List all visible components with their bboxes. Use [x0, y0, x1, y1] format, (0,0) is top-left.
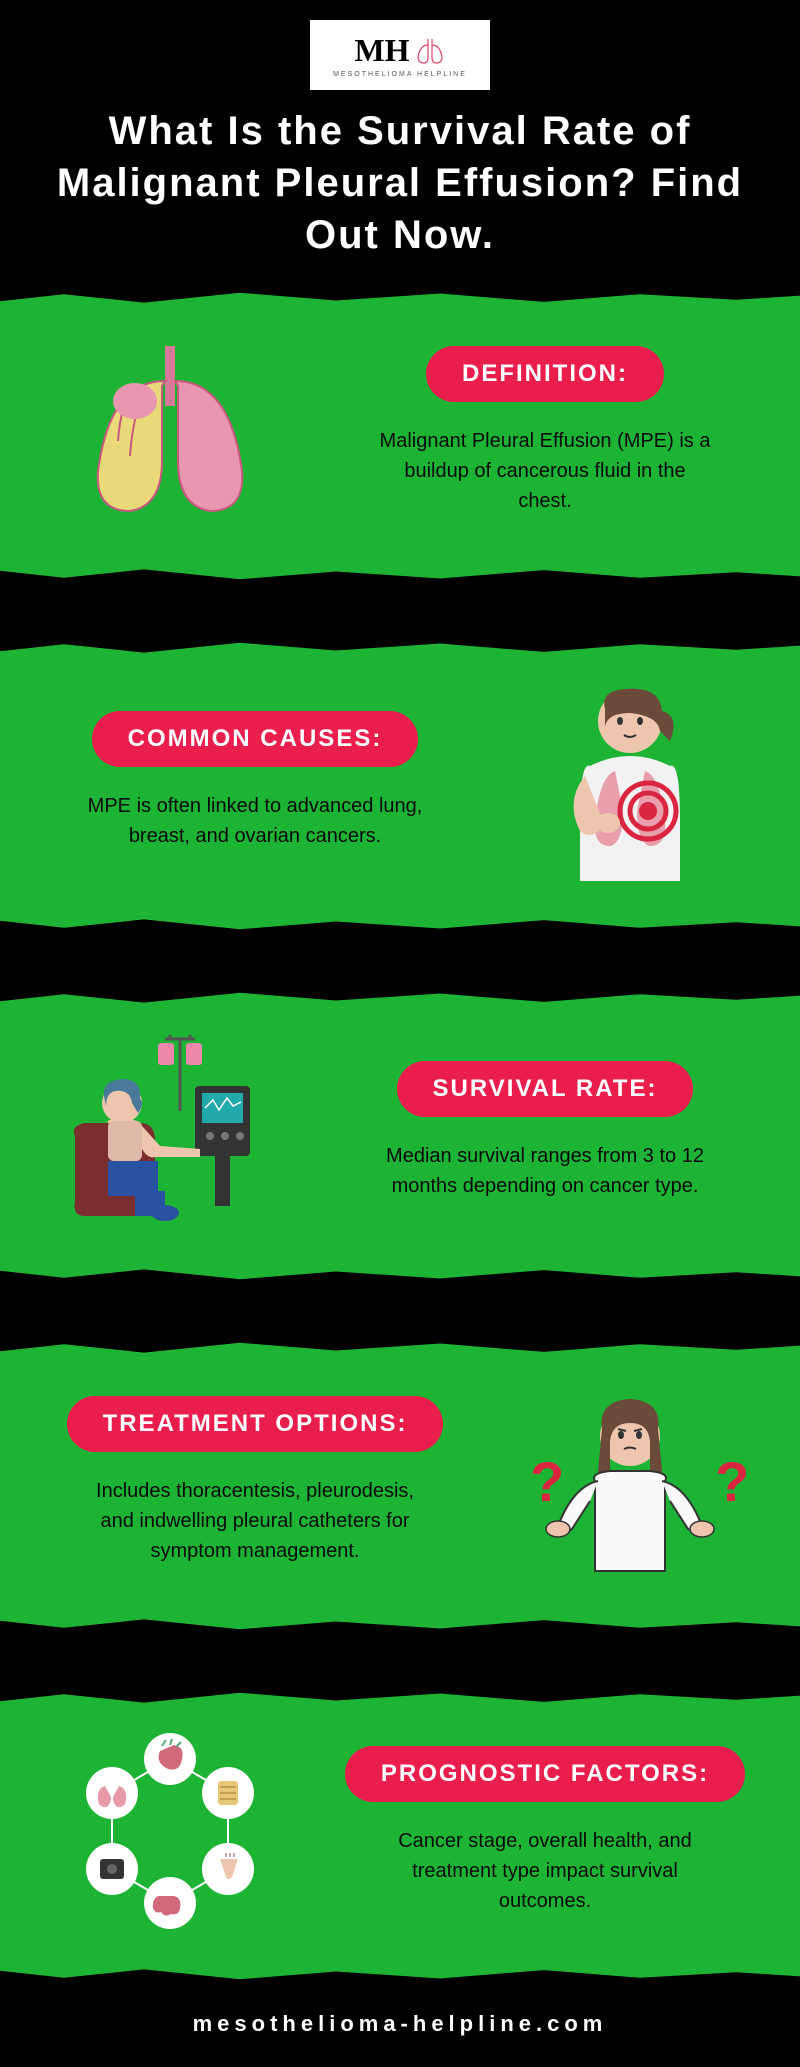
section-treatment: ? ? TREATMENT OPTIONS: Includes thoracen…: [0, 1341, 800, 1631]
logo: MH MESOTHELIOMA HELPLINE: [310, 20, 490, 90]
section-survival: SURVIVAL RATE: Median survival ranges fr…: [0, 991, 800, 1281]
svg-text:?: ?: [530, 1450, 564, 1513]
section-body: Malignant Pleural Effusion (MPE) is a bu…: [375, 426, 715, 516]
section-causes: COMMON CAUSES: MPE is often linked to ad…: [0, 641, 800, 931]
section-definition: DEFINITION: Malignant Pleural Effusion (…: [0, 291, 800, 581]
woman-shrug-illustration: ? ?: [500, 1371, 760, 1591]
patient-treatment-illustration: [40, 1021, 300, 1241]
section-prognostic: PROGNOSTIC FACTORS: Cancer stage, overal…: [0, 1691, 800, 1981]
footer-url: mesothelioma-helpline.com: [0, 1981, 800, 2067]
logo-subtitle: MESOTHELIOMA HELPLINE: [333, 71, 467, 78]
woman-chest-pain-illustration: [500, 671, 760, 891]
lungs-icon: [414, 37, 446, 65]
section-heading: SURVIVAL RATE:: [397, 1061, 694, 1117]
section-heading: PROGNOSTIC FACTORS:: [345, 1746, 745, 1802]
section-body: Median survival ranges from 3 to 12 mont…: [375, 1141, 715, 1201]
lungs-diseased-illustration: [40, 321, 300, 541]
section-heading: COMMON CAUSES:: [92, 711, 419, 767]
section-body: MPE is often linked to advanced lung, br…: [85, 791, 425, 851]
section-body: Cancer stage, overall health, and treatm…: [375, 1826, 715, 1916]
organs-circle-illustration: [40, 1721, 300, 1941]
section-heading: DEFINITION:: [426, 346, 664, 402]
page-title: What Is the Survival Rate of Malignant P…: [0, 105, 800, 291]
section-heading: TREATMENT OPTIONS:: [67, 1396, 444, 1452]
logo-text: MH: [354, 32, 409, 69]
section-body: Includes thoracentesis, pleurodesis, and…: [85, 1476, 425, 1566]
svg-text:?: ?: [715, 1450, 749, 1513]
